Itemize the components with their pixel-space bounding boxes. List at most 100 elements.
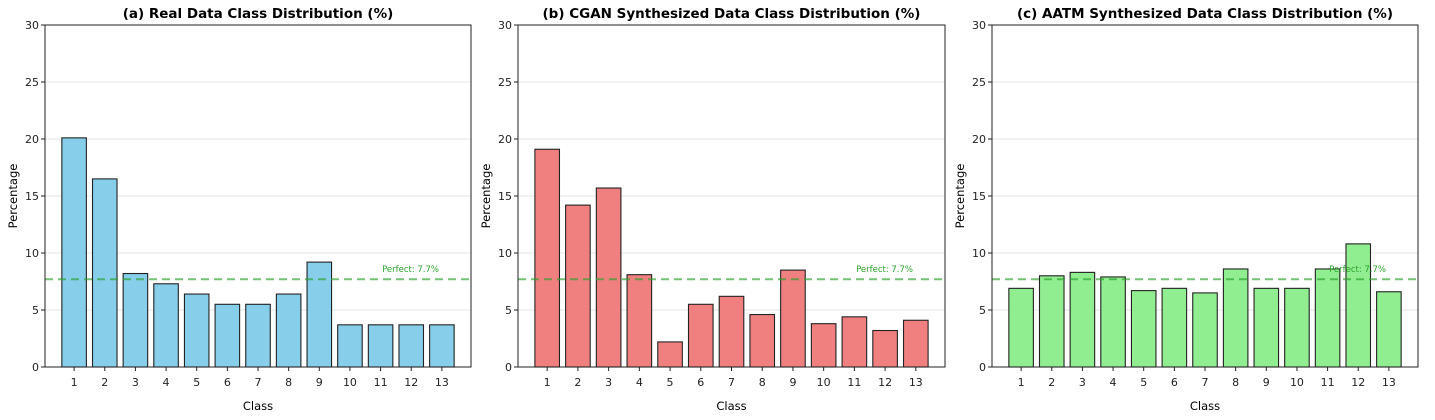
x-tick-label: 8 xyxy=(285,376,292,389)
x-axis-label: Class xyxy=(1190,399,1220,413)
x-tick-label: 3 xyxy=(132,376,139,389)
bar-class-3 xyxy=(595,187,622,368)
x-tick-label: 3 xyxy=(1079,376,1086,389)
x-tick-label: 11 xyxy=(847,376,861,389)
bar-class-7 xyxy=(1192,292,1218,368)
y-tick-label: 30 xyxy=(972,19,986,32)
x-tick-label: 6 xyxy=(1171,376,1178,389)
bar-class-2 xyxy=(565,204,591,368)
x-tick-label: 8 xyxy=(759,376,766,389)
y-tick-label: 25 xyxy=(25,76,39,89)
x-tick-label: 12 xyxy=(878,376,892,389)
bar-class-3 xyxy=(122,272,149,368)
x-tick-label: 12 xyxy=(404,376,418,389)
y-tick-label: 0 xyxy=(32,361,39,374)
bar-class-5 xyxy=(183,293,210,368)
x-axis-label: Class xyxy=(716,399,746,413)
bar-class-5 xyxy=(657,341,683,368)
x-tick-label: 10 xyxy=(343,376,357,389)
y-tick-label: 15 xyxy=(972,190,986,203)
bar-class-1 xyxy=(61,137,87,368)
x-tick-label: 7 xyxy=(255,376,262,389)
bar-class-12 xyxy=(398,324,425,368)
x-tick-label: 9 xyxy=(789,376,796,389)
x-tick-label: 1 xyxy=(71,376,78,389)
perfect-reference-label: Perfect: 7.7% xyxy=(1329,265,1386,275)
x-tick-label: 12 xyxy=(1351,376,1365,389)
x-tick-label: 7 xyxy=(1202,376,1209,389)
bar-class-11 xyxy=(841,316,868,368)
bar-class-2 xyxy=(91,178,118,368)
bar-class-8 xyxy=(1222,268,1249,368)
bar-class-7 xyxy=(718,295,745,368)
x-tick-label: 5 xyxy=(193,376,200,389)
bar-class-10 xyxy=(1284,287,1310,368)
bar-class-10 xyxy=(810,323,837,368)
bar-class-2 xyxy=(1038,275,1065,368)
x-tick-label: 13 xyxy=(1382,376,1396,389)
bar-class-13 xyxy=(1376,291,1402,368)
x-tick-label: 13 xyxy=(909,376,923,389)
y-tick-label: 10 xyxy=(498,247,512,260)
y-tick-label: 30 xyxy=(498,19,512,32)
bar-class-6 xyxy=(214,303,241,368)
y-tick-label: 5 xyxy=(32,304,39,317)
y-tick-label: 0 xyxy=(979,361,986,374)
y-tick-label: 5 xyxy=(979,304,986,317)
x-tick-label: 10 xyxy=(1290,376,1304,389)
y-tick-label: 20 xyxy=(972,133,986,146)
x-tick-label: 5 xyxy=(667,376,674,389)
x-tick-label: 5 xyxy=(1140,376,1147,389)
bar-class-9 xyxy=(306,261,333,368)
bar-class-9 xyxy=(1253,287,1280,368)
bar-class-12 xyxy=(872,329,898,368)
y-axis-label: Percentage xyxy=(6,164,20,229)
bar-class-12 xyxy=(1345,243,1372,368)
chart-title: (a) Real Data Class Distribution (%) xyxy=(123,6,394,22)
x-tick-label: 9 xyxy=(316,376,323,389)
bar-class-11 xyxy=(1314,268,1341,368)
y-tick-label: 0 xyxy=(505,361,512,374)
y-tick-label: 15 xyxy=(498,190,512,203)
bar-class-4 xyxy=(1100,276,1126,368)
bar-class-13 xyxy=(902,319,929,368)
x-tick-label: 4 xyxy=(163,376,170,389)
perfect-reference-label: Perfect: 7.7% xyxy=(856,265,913,275)
x-tick-label: 8 xyxy=(1232,376,1239,389)
x-tick-label: 6 xyxy=(224,376,231,389)
y-tick-label: 10 xyxy=(25,247,39,260)
bar-class-11 xyxy=(367,324,394,368)
bar-class-6 xyxy=(1161,287,1188,368)
y-axis-label: Percentage xyxy=(953,164,967,229)
x-tick-label: 13 xyxy=(435,376,449,389)
x-tick-label: 4 xyxy=(1110,376,1117,389)
x-tick-label: 9 xyxy=(1263,376,1270,389)
x-tick-label: 1 xyxy=(544,376,551,389)
x-tick-label: 11 xyxy=(1321,376,1335,389)
chart-title: (c) AATM Synthesized Data Class Distribu… xyxy=(1017,6,1393,22)
bar-class-9 xyxy=(780,269,806,368)
y-tick-label: 20 xyxy=(498,133,512,146)
bar-class-13 xyxy=(429,324,455,368)
x-tick-label: 6 xyxy=(697,376,704,389)
chart-title: (b) CGAN Synthesized Data Class Distribu… xyxy=(543,6,921,22)
x-axis-label: Class xyxy=(243,399,273,413)
x-tick-label: 3 xyxy=(605,376,612,389)
perfect-reference-label: Perfect: 7.7% xyxy=(382,265,439,275)
bar-class-8 xyxy=(275,293,302,368)
y-tick-label: 30 xyxy=(25,19,39,32)
x-tick-label: 11 xyxy=(374,376,388,389)
x-tick-label: 2 xyxy=(574,376,581,389)
x-tick-label: 7 xyxy=(728,376,735,389)
bar-class-4 xyxy=(153,283,179,368)
bar-class-3 xyxy=(1069,271,1096,368)
bar-class-10 xyxy=(337,324,363,368)
bar-class-1 xyxy=(1008,287,1034,368)
y-tick-label: 15 xyxy=(25,190,39,203)
bar-class-6 xyxy=(687,303,714,368)
x-tick-label: 2 xyxy=(1048,376,1055,389)
x-tick-label: 4 xyxy=(636,376,643,389)
y-tick-label: 10 xyxy=(972,247,986,260)
x-tick-label: 10 xyxy=(817,376,831,389)
